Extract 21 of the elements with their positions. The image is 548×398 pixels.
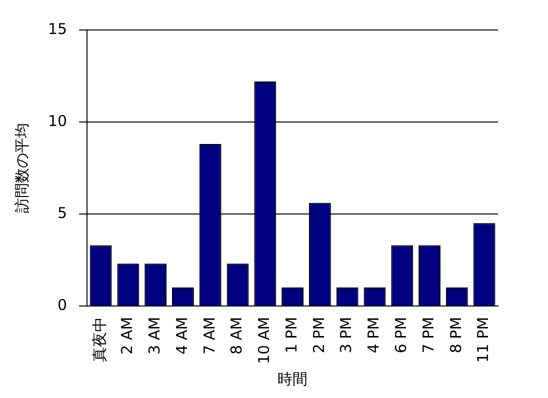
y-tick-label: 10 — [48, 112, 68, 130]
x-tick-label: 7 AM — [200, 316, 218, 354]
x-tick-label: 4 PM — [364, 316, 383, 354]
x-tick-label: 3 PM — [337, 316, 356, 354]
x-tick-label: 11 PM — [474, 316, 492, 363]
x-tick-label: 3 AM — [145, 316, 164, 354]
y-tick-label: 15 — [48, 20, 68, 38]
x-tick-label: 6 PM — [392, 316, 410, 354]
x-tick-label: 1 PM — [282, 316, 300, 354]
x-tick-label: 真夜中 — [90, 316, 109, 362]
x-tick-label: 2 AM — [118, 316, 136, 354]
y-tick-label: 5 — [58, 204, 68, 222]
x-tick-label: 8 AM — [228, 316, 246, 354]
y-axis-title: 訪問数の平均 — [12, 122, 31, 213]
x-tick-label: 4 AM — [172, 316, 191, 354]
x-tick-label: 10 AM — [255, 316, 274, 364]
y-tick-label: 0 — [58, 296, 68, 314]
x-tick-label: 2 PM — [310, 316, 328, 354]
x-axis-title: 時間 — [278, 370, 308, 388]
x-tick-label: 8 PM — [446, 316, 465, 354]
x-tick-label: 7 PM — [419, 316, 438, 354]
